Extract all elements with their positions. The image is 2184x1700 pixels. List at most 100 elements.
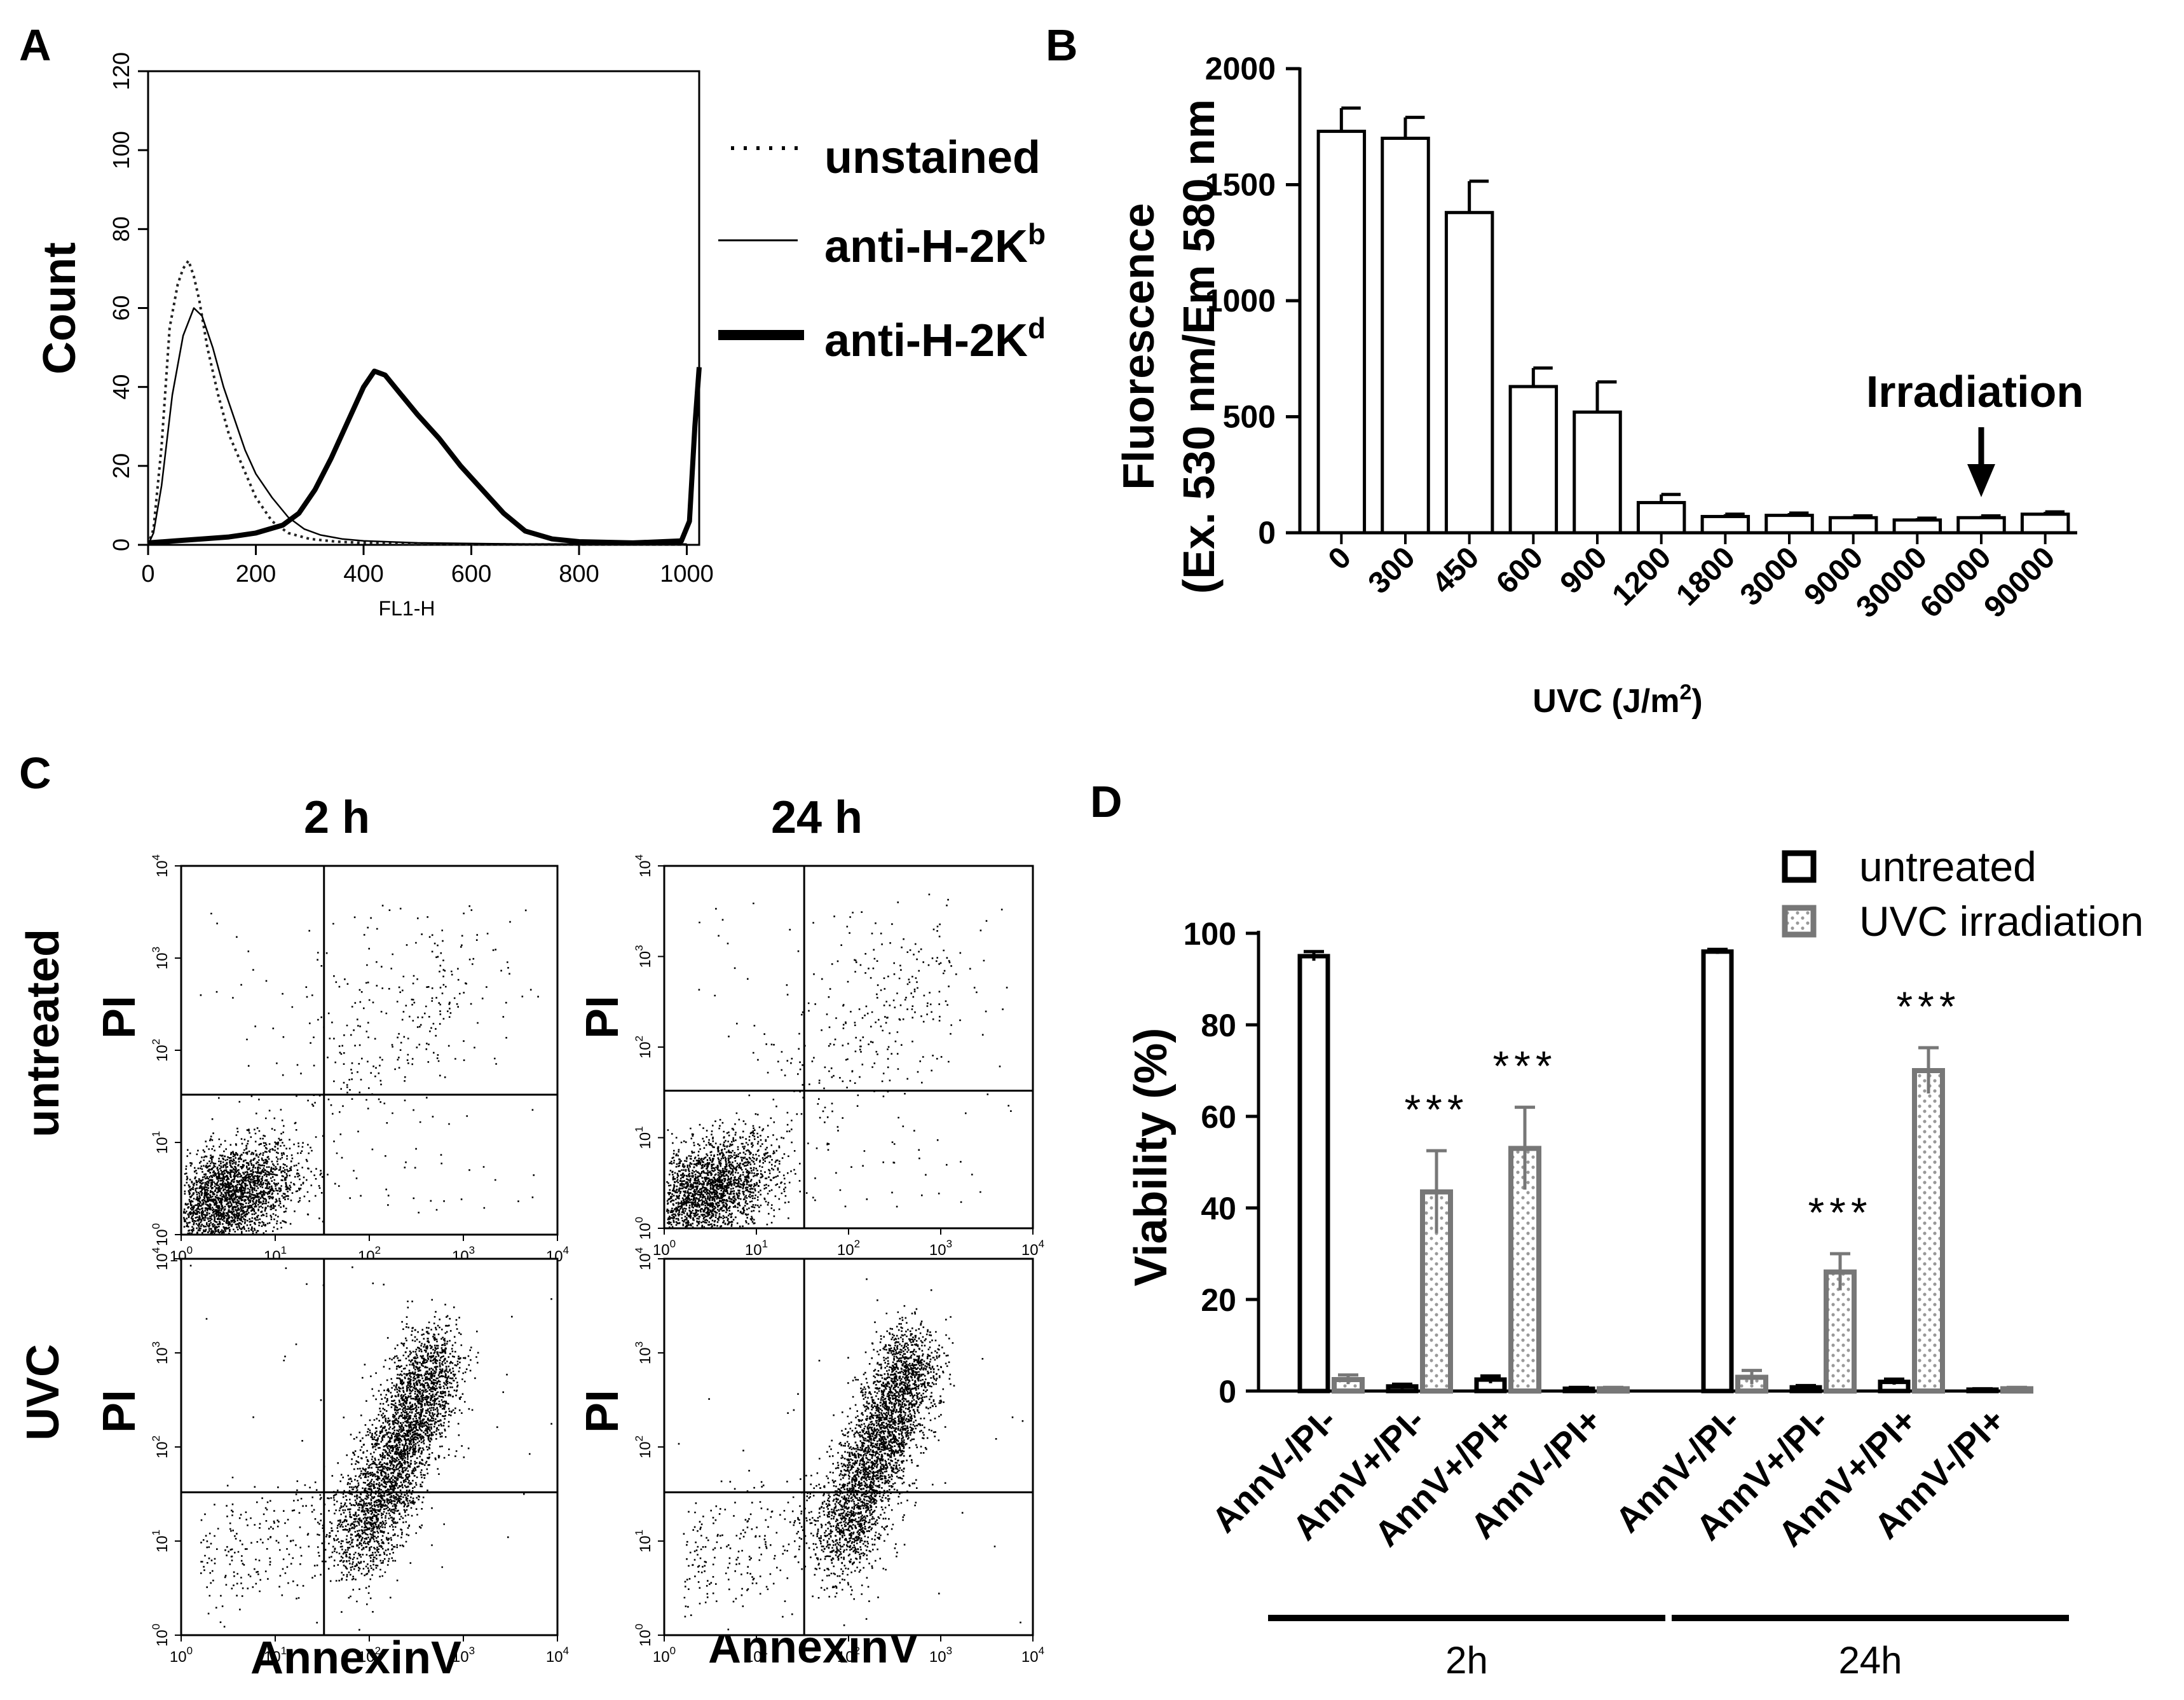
panel-a-histogram: Count FL1-H 0 200 400 600 800 1000 0 20 40 60 80 10… xyxy=(34,52,1046,620)
panel-a-curves xyxy=(147,259,702,546)
panel-b-y-axis-label-line2: (Ex. 530 nm/Em 580 nm xyxy=(1174,99,1224,594)
x-tick-label-200: 200 xyxy=(236,561,276,587)
x-tick-exp: 3 xyxy=(946,1645,952,1657)
y-tick-base: 10 xyxy=(637,1347,654,1364)
y-tick-label-100: 100 xyxy=(108,131,134,169)
x-tick-base: 10 xyxy=(929,1242,946,1259)
panel-b-y-axis-label-line1: Fluorescence xyxy=(1114,203,1163,490)
y-tick-exp: 3 xyxy=(633,1341,645,1347)
panel-b-x-axis-label-text: UVC (J/m xyxy=(1532,683,1679,720)
x-tick-base: 10 xyxy=(358,1649,375,1666)
x-tick-exp: 0 xyxy=(187,1244,193,1256)
bar-450 xyxy=(1444,210,1494,535)
irradiation-arrow xyxy=(1967,427,1995,497)
bar-300 xyxy=(1381,137,1430,535)
x-tick-exp: 4 xyxy=(1039,1238,1044,1250)
y-tick-label-20: 20 xyxy=(1201,1282,1236,1318)
legend-anti-h2kd-label: anti-H-2Kd xyxy=(824,312,1046,366)
bar-1200 xyxy=(1636,501,1686,535)
scatter-frame xyxy=(180,1258,559,1636)
x-tick-exp: 2 xyxy=(375,1244,381,1256)
x-tick-exp: 1 xyxy=(762,1645,768,1657)
x-tick-exp: 3 xyxy=(469,1244,475,1256)
x-tick-label-600: 600 xyxy=(1490,540,1550,600)
y-tick-label: 104 xyxy=(150,854,171,877)
y-tick-label-80: 80 xyxy=(1201,1008,1236,1043)
x-tick-label-300: 300 xyxy=(1362,540,1422,600)
annexinv-label-1: AnnexinV xyxy=(250,1633,461,1683)
bar-600 xyxy=(1508,385,1559,535)
bar-30000 xyxy=(1892,518,1942,535)
y-tick-exp: 1 xyxy=(633,1530,645,1535)
y-tick-base: 10 xyxy=(154,1535,171,1553)
scatter-frame xyxy=(663,1258,1034,1636)
panel-b-x-axis-label: UVC (J/m2) xyxy=(1532,680,1702,720)
histogram-anti-h-2kb xyxy=(147,307,687,545)
bar-0 xyxy=(1316,130,1367,535)
panel-b-letter: B xyxy=(1046,20,1078,70)
y-tick-label-1000: 1000 xyxy=(1205,283,1276,319)
y-tick-exp: 0 xyxy=(633,1217,645,1223)
y-tick-label: 100 xyxy=(633,1624,654,1647)
y-tick-base: 10 xyxy=(154,1347,171,1364)
y-tick-label-0: 0 xyxy=(1218,1374,1236,1409)
x-tick-base: 10 xyxy=(452,1649,469,1666)
bar-9000 xyxy=(1828,516,1878,535)
y-tick-label: 101 xyxy=(633,1530,654,1553)
y-tick-label: 104 xyxy=(633,1247,654,1270)
group-label-2h: 2h xyxy=(1445,1639,1488,1682)
y-tick-label: 102 xyxy=(150,1436,171,1458)
y-tick-label-80: 80 xyxy=(108,216,134,242)
x-tick-exp: 2 xyxy=(854,1238,860,1250)
legend-uvc-label: UVC irradiation xyxy=(1859,898,2144,945)
x-tick-base: 10 xyxy=(546,1649,563,1666)
scatter-frame xyxy=(180,865,559,1236)
bar-1800 xyxy=(1700,514,1751,535)
x-tick-exp: 4 xyxy=(563,1645,569,1657)
bar-24h-AnnV+/PI+-uvc xyxy=(1912,1068,1945,1394)
y-tick-label-60: 60 xyxy=(1201,1099,1236,1135)
legend-anti-h2kb-sup: b xyxy=(1028,217,1046,250)
x-tick-exp: 4 xyxy=(563,1244,569,1256)
bar-2h-AnnV-/PI--untreated xyxy=(1297,954,1330,1394)
x-tick-base: 10 xyxy=(837,1649,854,1666)
y-tick-label-0: 0 xyxy=(1258,515,1276,551)
x-tick-base: 10 xyxy=(653,1649,670,1666)
panel-c-letter: C xyxy=(19,748,51,798)
panel-d-bars xyxy=(1297,947,2033,1394)
x-tick-label: 103 xyxy=(929,1645,952,1666)
x-tick-base: 10 xyxy=(929,1649,946,1666)
x-tick-label: 102 xyxy=(837,1645,860,1666)
scatter-points xyxy=(666,893,1012,1228)
bar-90000 xyxy=(2020,512,2070,535)
x-tick-label-90000: 90000 xyxy=(1978,540,2062,624)
panel-c-plots: 100100101101102102103103104104FL1-H2016.… xyxy=(150,854,1044,1666)
y-tick-base: 10 xyxy=(637,1535,654,1553)
irradiation-arrow-head xyxy=(1967,464,1995,497)
significance-marker: *** xyxy=(1808,1189,1872,1236)
y-tick-base: 10 xyxy=(154,1441,171,1458)
x-tick-label: 103 xyxy=(452,1645,475,1666)
x-tick-label-800: 800 xyxy=(559,561,599,587)
x-tick-label: 104 xyxy=(546,1645,569,1666)
y-tick-label: 102 xyxy=(633,1436,654,1458)
y-tick-exp: 2 xyxy=(150,1436,162,1441)
x-tick-exp: 3 xyxy=(946,1238,952,1250)
y-tick-base: 10 xyxy=(637,1253,654,1270)
y-tick-base: 10 xyxy=(154,1045,171,1062)
x-tick-label-600: 600 xyxy=(451,561,491,587)
y-tick-label-40: 40 xyxy=(108,374,134,400)
panel-b-bars xyxy=(1316,106,2070,544)
y-tick-base: 10 xyxy=(637,1441,654,1458)
legend-anti-h2kb-label: anti-H-2Kb xyxy=(824,217,1046,272)
y-tick-exp: 1 xyxy=(150,1530,162,1535)
y-tick-exp: 3 xyxy=(150,1341,162,1347)
legend-untreated-label: untreated xyxy=(1859,843,2037,890)
y-tick-label-120: 120 xyxy=(108,52,134,90)
legend-anti-h2kb-text: anti-H-2K xyxy=(824,221,1028,272)
y-tick-label: 101 xyxy=(150,1131,171,1154)
